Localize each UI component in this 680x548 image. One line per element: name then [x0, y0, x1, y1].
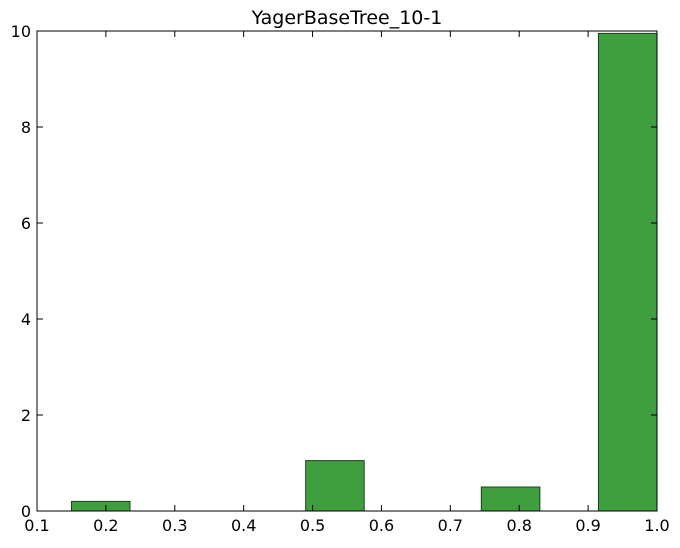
ticks-layer: 0.1 0.2 0.3 0.4 0.5 0.6 0.7 0.8 0.9 1.0 0 2 4 6 8 10 [11, 22, 670, 535]
y-tick-label-0: 0 [21, 502, 31, 521]
x-tick-label-6: 0.7 [438, 516, 463, 535]
histogram-bar-5 [305, 460, 365, 512]
y-tick-label-5: 10 [11, 22, 31, 41]
x-tick-label-7: 0.8 [506, 516, 531, 535]
x-tick-label-4: 0.5 [300, 516, 325, 535]
x-tick-label-3: 0.4 [231, 516, 256, 535]
x-tick-label-1: 0.2 [93, 516, 118, 535]
histogram-bar-8 [480, 486, 541, 512]
x-tick-label-2: 0.3 [162, 516, 187, 535]
x-tick-label-5: 0.6 [369, 516, 394, 535]
x-tick-label-8: 0.9 [575, 516, 600, 535]
y-tick-label-3: 6 [21, 214, 31, 233]
x-tick-label-0: 0.1 [24, 516, 49, 535]
x-tick-label-9: 1.0 [644, 516, 669, 535]
histogram-bar-10 [597, 32, 658, 512]
chart-title: YagerBaseTree_10-1 [251, 7, 443, 29]
y-tick-label-1: 2 [21, 406, 31, 425]
plot-frame [36, 30, 658, 512]
bars-layer [70, 32, 658, 512]
y-tick-label-2: 4 [21, 310, 31, 329]
y-tick-label-4: 8 [21, 118, 31, 137]
histogram-bar-1 [70, 500, 131, 512]
